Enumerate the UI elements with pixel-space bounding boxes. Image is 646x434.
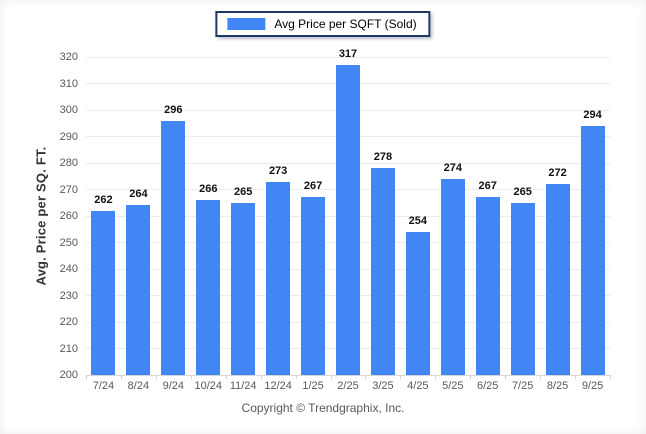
bar (580, 125, 605, 375)
bar (196, 200, 221, 375)
bar-value-label: 266 (199, 183, 218, 196)
bar (301, 197, 326, 375)
legend-swatch-icon (227, 18, 266, 30)
bar-value-label: 272 (548, 167, 567, 180)
x-tick-label: 12/24 (264, 380, 292, 392)
x-tick-label: 9/25 (581, 380, 604, 392)
x-tick-label: 8/25 (546, 380, 569, 392)
bar-value-label: 265 (513, 185, 532, 198)
y-tick-label: 320 (59, 51, 78, 63)
x-tick-label: 5/25 (442, 380, 464, 392)
bar (475, 197, 500, 375)
bar-value-label: 273 (268, 164, 288, 177)
bar-value-label: 264 (129, 188, 148, 201)
y-tick-label: 230 (59, 289, 78, 302)
axis-tick (470, 375, 472, 379)
bar (161, 120, 186, 375)
y-tick-label: 250 (59, 236, 78, 249)
bar-value-label: 265 (234, 185, 253, 198)
copyright-text: Copyright © Trendgraphix, Inc. (241, 401, 405, 415)
x-tick-label: 7/25 (511, 380, 534, 392)
bar (545, 184, 570, 375)
axis-tick (86, 375, 87, 379)
bar (510, 202, 535, 375)
bar (266, 181, 291, 375)
y-tick-label: 220 (59, 316, 78, 328)
bar-value-label: 317 (338, 47, 358, 60)
bar-value-label: 296 (164, 103, 183, 116)
legend: Avg Price per SQFT (Sold) (215, 11, 431, 37)
axis-tick (190, 375, 192, 379)
x-tick-label: 6/25 (477, 380, 499, 392)
y-tick-label: 270 (59, 183, 78, 196)
bar (91, 210, 116, 375)
bar-value-label: 267 (478, 180, 497, 193)
bar-value-label: 274 (443, 161, 462, 174)
x-axis-line (86, 374, 610, 376)
bar-value-label: 262 (94, 193, 113, 206)
bar-value-label: 267 (303, 180, 323, 193)
y-tick-label: 300 (59, 104, 78, 116)
bar (336, 64, 360, 375)
gridline (86, 56, 610, 58)
bar (126, 205, 151, 375)
legend-label: Avg Price per SQFT (Sold) (274, 17, 417, 31)
axis-tick (435, 375, 437, 379)
axis-tick (120, 375, 122, 379)
axis-tick (575, 375, 577, 379)
bar-value-label: 294 (583, 108, 602, 121)
x-tick-label: 9/24 (162, 380, 185, 392)
axis-tick (400, 375, 402, 379)
x-tick-label: 7/24 (92, 380, 115, 392)
y-tick-label: 200 (59, 369, 78, 381)
y-tick-label: 240 (59, 263, 78, 275)
y-tick-label: 310 (59, 77, 78, 90)
bar-value-label: 254 (408, 214, 428, 227)
x-tick-label: 11/24 (229, 380, 257, 392)
axis-tick (505, 375, 507, 379)
x-tick-label: 10/24 (194, 380, 223, 392)
bar (405, 231, 430, 375)
axis-tick (155, 375, 157, 379)
y-tick-label: 210 (59, 342, 78, 355)
y-tick-label: 290 (59, 130, 78, 143)
bar (231, 202, 256, 375)
y-tick-label: 260 (59, 210, 78, 222)
x-tick-label: 4/25 (407, 380, 429, 392)
x-tick-label: 1/25 (302, 380, 324, 392)
x-tick-label: 2/25 (337, 380, 359, 392)
axis-tick (260, 375, 262, 379)
axis-tick (225, 375, 227, 379)
bar (440, 178, 465, 375)
y-tick-label: 280 (59, 157, 78, 169)
bar-value-label: 278 (373, 151, 393, 164)
x-tick-label: 8/24 (127, 380, 150, 392)
axis-tick (295, 375, 297, 379)
axis-tick (610, 375, 611, 379)
axis-tick (330, 375, 332, 379)
axis-tick (540, 375, 542, 379)
x-tick-label: 3/25 (372, 380, 394, 392)
axis-tick (365, 375, 367, 379)
bar (370, 168, 395, 375)
